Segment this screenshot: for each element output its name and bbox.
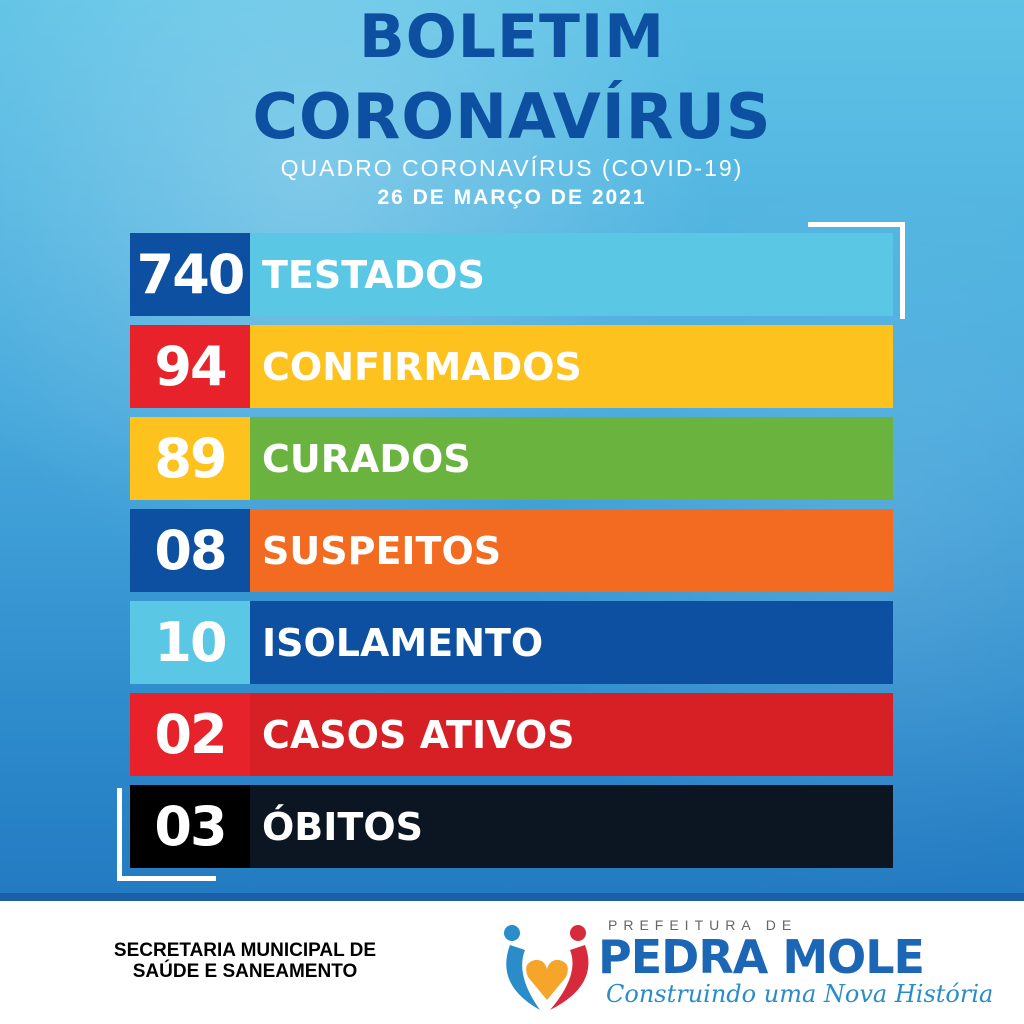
subtitle: QUADRO CORONAVÍRUS (COVID-19) <box>280 155 744 181</box>
stat-label: TESTADOS <box>250 233 893 316</box>
corner-bracket-bottom-left <box>117 788 216 881</box>
logo-slogan: Construindo uma Nova História <box>606 980 994 1008</box>
stat-value: 94 <box>130 325 250 408</box>
secretaria-line-1: SECRETARIA MUNICIPAL DE <box>113 940 377 961</box>
stat-row-casos-ativos: 02 CASOS ATIVOS <box>130 693 893 776</box>
stat-label: SUSPEITOS <box>250 509 893 592</box>
logo-prefix: PREFEITURA DE <box>608 917 798 933</box>
secretaria-text: SECRETARIA MUNICIPAL DE SAÚDE E SANEAMEN… <box>80 940 410 982</box>
prefeitura-logo-icon <box>504 925 589 1010</box>
stat-value: 03 <box>130 785 250 868</box>
stat-label: CURADOS <box>250 417 893 500</box>
secretaria-line-2: SAÚDE E SANEAMENTO <box>132 961 358 982</box>
stat-row-confirmados: 94 CONFIRMADOS <box>130 325 893 408</box>
title-line-1: BOLETIM <box>359 2 665 72</box>
stat-value: 10 <box>130 601 250 684</box>
stat-value: 740 <box>130 233 250 316</box>
stat-label: CASOS ATIVOS <box>250 693 893 776</box>
stat-row-óbitos: 03 ÓBITOS <box>130 785 893 868</box>
stat-value: 89 <box>130 417 250 500</box>
stat-row-isolamento: 10 ISOLAMENTO <box>130 601 893 684</box>
stat-value: 08 <box>130 509 250 592</box>
corner-bracket-top-right <box>808 222 905 319</box>
stat-row-curados: 89 CURADOS <box>130 417 893 500</box>
stat-row-suspeitos: 08 SUSPEITOS <box>130 509 893 592</box>
stat-value: 02 <box>130 693 250 776</box>
stat-label: ÓBITOS <box>250 785 893 868</box>
footer-stripe <box>0 893 1024 901</box>
stat-label: ISOLAMENTO <box>250 601 893 684</box>
logo-name: PEDRA MOLE <box>598 930 925 984</box>
stat-row-testados: 740 TESTADOS <box>130 233 893 316</box>
date: 26 DE MARÇO DE 2021 <box>377 186 647 209</box>
title-line-2: CORONAVÍRUS <box>252 80 772 153</box>
stat-label: CONFIRMADOS <box>250 325 893 408</box>
